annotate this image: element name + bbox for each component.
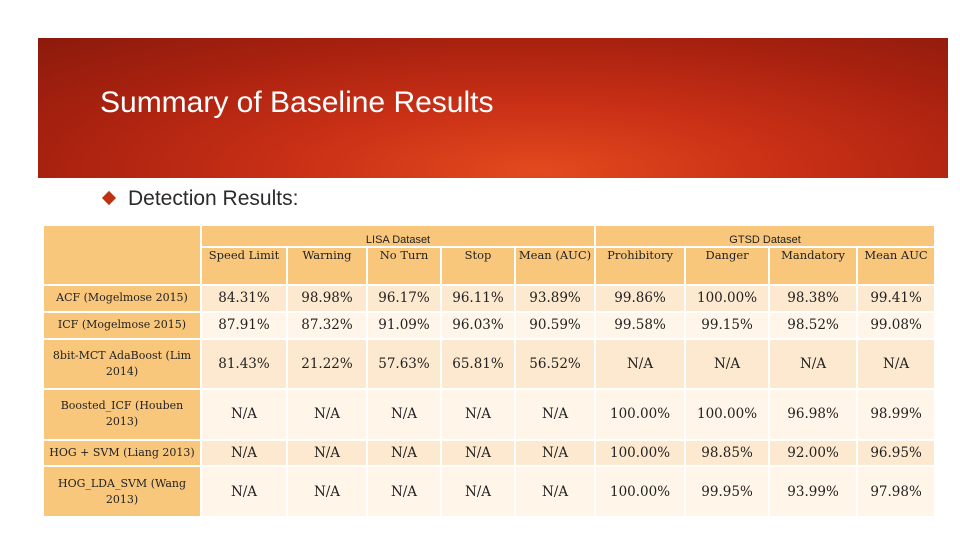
table-cell: 96.11% — [440, 284, 516, 313]
column-header: Danger — [684, 246, 771, 286]
table-cell: 99.08% — [856, 310, 937, 340]
table-cell: N/A — [856, 337, 937, 391]
group-header-row: LISA Dataset GTSD Dataset — [42, 224, 937, 286]
table-cell: 90.59% — [513, 310, 597, 340]
table-row: ACF (Mogelmose 2015) 84.31% 98.98% 96.17… — [42, 284, 937, 313]
table-cell: 98.52% — [768, 310, 859, 340]
table-cell: N/A — [200, 465, 288, 518]
table-cell: N/A — [513, 465, 597, 518]
table-cell: 100.00% — [684, 388, 771, 441]
column-header: Stop — [440, 246, 516, 286]
column-header: Mandatory — [768, 246, 859, 286]
title-banner — [38, 38, 948, 178]
table-cell: 98.38% — [768, 284, 859, 313]
table-cell: 100.00% — [594, 438, 687, 468]
column-header: Prohibitory — [594, 246, 687, 286]
table-cell: N/A — [286, 465, 368, 518]
results-table: LISA Dataset GTSD Dataset Speed Limit Wa… — [42, 224, 937, 518]
table-cell: 84.31% — [200, 284, 288, 313]
row-label: Boosted_ICF (Houben 2013) — [42, 388, 202, 441]
diamond-bullet-icon — [101, 190, 117, 206]
row-label: HOG_LDA_SVM (Wang 2013) — [42, 465, 202, 518]
table-cell: N/A — [366, 438, 442, 468]
table-cell: 99.86% — [594, 284, 687, 313]
column-header: No Turn — [366, 246, 442, 286]
row-label: ICF (Mogelmose 2015) — [42, 310, 202, 340]
table-cell: N/A — [440, 388, 516, 441]
table-row: Boosted_ICF (Houben 2013) N/A N/A N/A N/… — [42, 388, 937, 441]
table-cell: 100.00% — [594, 465, 687, 518]
table-row: 8bit-MCT AdaBoost (Lim 2014) 81.43% 21.2… — [42, 337, 937, 391]
table-cell: 98.85% — [684, 438, 771, 468]
table-cell: 99.95% — [684, 465, 771, 518]
row-label: HOG + SVM (Liang 2013) — [42, 438, 202, 468]
table-cell: 99.41% — [856, 284, 937, 313]
table-cell: N/A — [513, 388, 597, 441]
table-cell: 57.63% — [366, 337, 442, 391]
table-cell: 56.52% — [513, 337, 597, 391]
table-cell: N/A — [684, 337, 771, 391]
corner-cell — [42, 224, 202, 286]
table-cell: 93.99% — [768, 465, 859, 518]
group-header-gtsd: GTSD Dataset — [594, 224, 937, 248]
table-cell: 93.89% — [513, 284, 597, 313]
column-header: Warning — [286, 246, 368, 286]
table-row: HOG_LDA_SVM (Wang 2013) N/A N/A N/A N/A … — [42, 465, 937, 518]
table-cell: N/A — [440, 438, 516, 468]
slide-title: Summary of Baseline Results — [100, 86, 494, 119]
table-cell: 81.43% — [200, 337, 288, 391]
table-cell: 87.32% — [286, 310, 368, 340]
table-row: HOG + SVM (Liang 2013) N/A N/A N/A N/A N… — [42, 438, 937, 468]
table-cell: 92.00% — [768, 438, 859, 468]
table-cell: N/A — [286, 438, 368, 468]
table-cell: 99.58% — [594, 310, 687, 340]
group-header-lisa: LISA Dataset — [199, 224, 597, 248]
table-cell: 96.03% — [440, 310, 516, 340]
table-cell: N/A — [594, 337, 687, 391]
table-cell: 96.17% — [366, 284, 442, 313]
column-header: Speed Limit — [200, 246, 288, 286]
table-cell: 98.99% — [856, 388, 937, 441]
bullet-text: Detection Results: — [128, 187, 299, 210]
table-cell: N/A — [286, 388, 368, 441]
table-cell: N/A — [366, 465, 442, 518]
table-cell: 100.00% — [594, 388, 687, 441]
table-row: ICF (Mogelmose 2015) 87.91% 87.32% 91.09… — [42, 310, 937, 340]
table-cell: N/A — [366, 388, 442, 441]
table-cell: N/A — [513, 438, 597, 468]
table-cell: 100.00% — [684, 284, 771, 313]
table-cell: 91.09% — [366, 310, 442, 340]
table-cell: 87.91% — [200, 310, 288, 340]
table-cell: N/A — [440, 465, 516, 518]
column-header: Mean AUC — [856, 246, 937, 286]
table-cell: N/A — [768, 337, 859, 391]
table-cell: 98.98% — [286, 284, 368, 313]
table-cell: 96.98% — [768, 388, 859, 441]
column-header: Mean (AUC) — [513, 246, 597, 286]
table-cell: N/A — [200, 388, 288, 441]
table-cell: N/A — [200, 438, 288, 468]
table-cell: 97.98% — [856, 465, 937, 518]
table-cell: 96.95% — [856, 438, 937, 468]
table-cell: 21.22% — [286, 337, 368, 391]
row-label: ACF (Mogelmose 2015) — [42, 284, 202, 313]
column-header-row: Speed Limit Warning No Turn Stop Mean (A… — [43, 246, 937, 286]
row-label: 8bit-MCT AdaBoost (Lim 2014) — [42, 337, 202, 391]
table-cell: 65.81% — [440, 337, 516, 391]
table-cell: 99.15% — [684, 310, 771, 340]
